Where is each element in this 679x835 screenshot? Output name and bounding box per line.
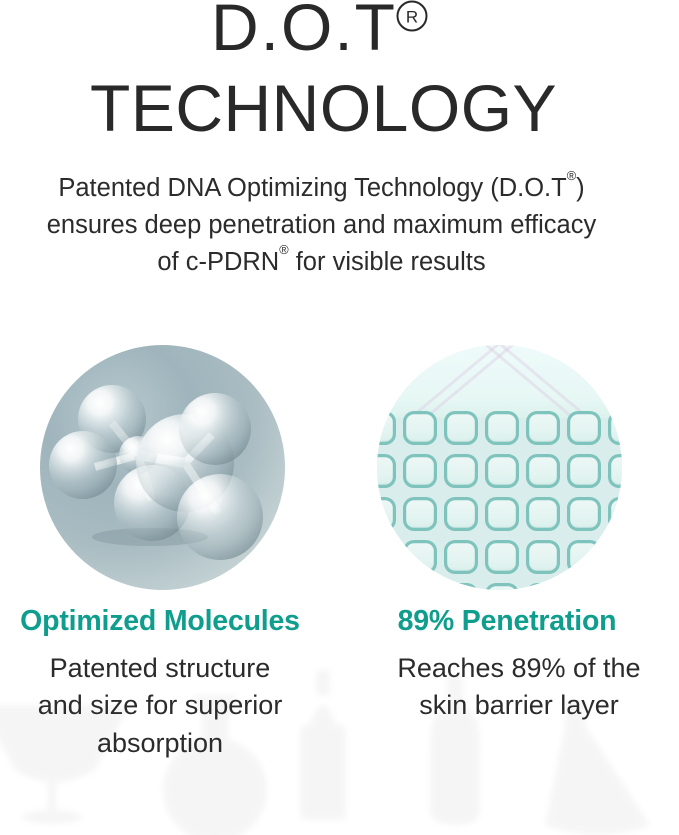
svg-text:R: R bbox=[406, 8, 418, 27]
